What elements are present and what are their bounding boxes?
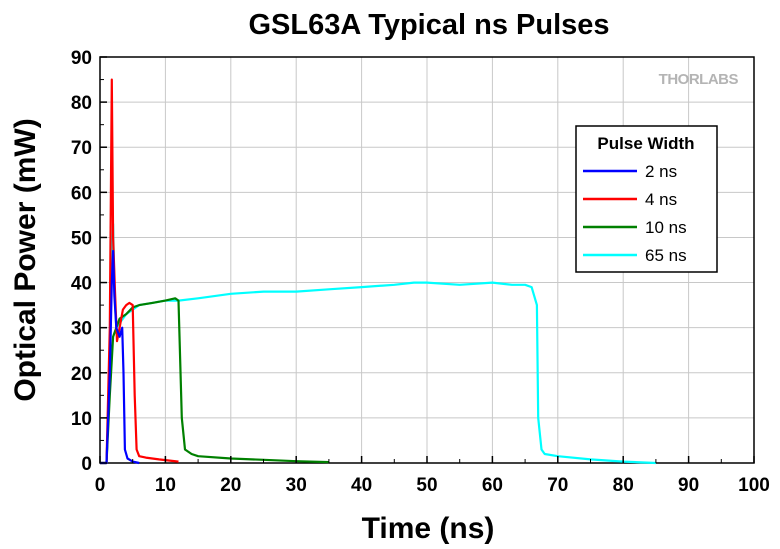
y-tick-label: 90 [71,48,92,69]
legend-label-2-ns: 2 ns [645,162,677,181]
x-tick-label: 0 [95,475,106,496]
thorlabs-logo: THORLABS [659,71,739,88]
series-line-2-ns [100,249,140,465]
y-tick-label: 0 [81,454,92,475]
y-tick-label: 30 [71,319,92,340]
legend: Pulse Width 2 ns 4 ns 10 ns 65 ns [575,125,718,273]
x-tick-labels: 0 10 20 30 40 50 60 70 80 90 100 [95,475,770,496]
y-tick-label: 60 [71,183,92,204]
y-tick-label: 70 [71,138,92,159]
x-tick-label: 30 [286,475,307,496]
x-tick-label: 40 [351,475,372,496]
series-line-4-ns [100,78,179,465]
legend-title: Pulse Width [597,134,694,153]
y-tick-labels: 0 10 20 30 40 50 60 70 80 90 [71,48,92,475]
x-tick-label: 70 [547,475,568,496]
y-tick-label: 20 [71,364,92,385]
x-tick-label: 50 [416,475,437,496]
series-lines [100,78,656,465]
x-tick-label: 90 [678,475,699,496]
y-tick-label: 40 [71,274,92,295]
legend-label-10-ns: 10 ns [645,218,687,237]
legend-label-65-ns: 65 ns [645,246,687,265]
chart-title: GSL63A Typical ns Pulses [248,9,609,41]
y-tick-label: 50 [71,228,92,249]
y-tick-label: 80 [71,93,92,114]
axis-ticks [99,56,755,464]
x-tick-label: 10 [155,475,176,496]
x-tick-label: 20 [220,475,241,496]
legend-label-4-ns: 4 ns [645,190,677,209]
x-tick-label: 80 [613,475,634,496]
x-tick-label: 60 [482,475,503,496]
x-tick-label: 100 [738,475,770,496]
y-tick-label: 10 [71,409,92,430]
x-axis-label: Time (ns) [362,512,495,545]
series-line-10-ns [100,297,329,465]
y-axis-label: Optical Power (mW) [9,118,42,401]
